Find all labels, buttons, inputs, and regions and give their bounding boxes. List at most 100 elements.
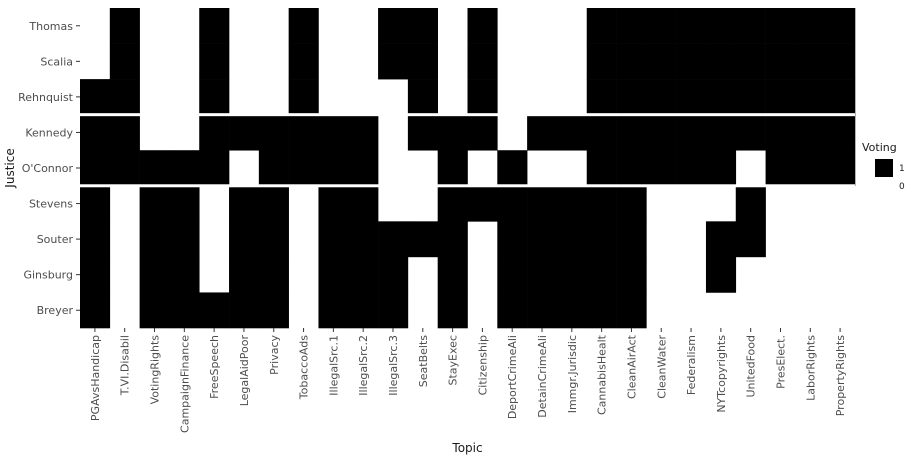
x-tick-label: CannabisHealt <box>596 334 609 415</box>
cell-thomas-13 <box>467 8 498 44</box>
x-axis: PGAvsHandicap T.VI.Disabil VotingRights Cam… <box>89 328 847 433</box>
cell-ginsburg-17 <box>586 256 617 293</box>
cell-souter-22 <box>735 221 766 258</box>
cell-breyer-12 <box>437 292 468 329</box>
y-tick-label: Souter <box>37 233 74 246</box>
x-tick-label: IllegalSrc.3 <box>387 335 400 396</box>
cell-ginsburg-16 <box>556 256 588 293</box>
cell-ginsburg-15 <box>527 256 558 293</box>
cell-ginsburg-2 <box>139 256 170 293</box>
cell-souter-5 <box>229 221 260 258</box>
cell-ginsburg-9 <box>348 256 379 293</box>
cell-scalia-23 <box>765 43 796 80</box>
cell-scalia-1 <box>109 43 140 80</box>
cell-thomas-4 <box>199 8 230 44</box>
cell-stevens-12 <box>437 185 468 222</box>
cell-souter-15 <box>527 221 558 258</box>
cell-kennedy-15 <box>527 114 558 151</box>
cell-ginsburg-5 <box>229 256 260 293</box>
x-tick-label: Federalism <box>685 335 698 395</box>
cell-ginsburg-21 <box>705 256 737 293</box>
cell-thomas-11 <box>407 8 438 44</box>
cell-souter-10 <box>378 221 409 258</box>
cell-oconnor-21 <box>705 150 737 187</box>
cell-souter-2 <box>139 221 170 258</box>
x-tick-label: LegalAidPoor <box>238 335 251 407</box>
cell-stevens-3 <box>169 185 200 222</box>
cell-kennedy-20 <box>676 114 707 151</box>
cell-kennedy-13 <box>467 114 498 151</box>
cell-breyer-10 <box>378 292 409 329</box>
cell-scalia-24 <box>795 43 826 80</box>
cell-kennedy-16 <box>556 114 588 151</box>
cell-kennedy-4 <box>199 114 230 151</box>
cell-thomas-20 <box>676 8 707 44</box>
cell-oconnor-17 <box>586 150 617 187</box>
cell-scalia-18 <box>616 43 647 80</box>
x-tick-label: StayExec <box>447 335 460 385</box>
cell-stevens-15 <box>527 185 558 222</box>
x-tick-label: Citizenship <box>476 335 489 395</box>
x-tick-label: UnitedFood <box>745 335 758 398</box>
cell-breyer-2 <box>139 292 170 329</box>
cell-thomas-10 <box>378 8 409 44</box>
cell-kennedy-6 <box>258 114 289 151</box>
legend: Voting 1 0 <box>862 141 905 195</box>
cell-scalia-7 <box>288 43 319 80</box>
cell-kennedy-12 <box>437 114 468 151</box>
cell-thomas-7 <box>288 8 319 44</box>
cell-souter-17 <box>586 221 617 258</box>
cell-souter-11 <box>407 221 438 258</box>
cell-souter-12 <box>437 221 468 258</box>
cell-ginsburg-12 <box>437 256 468 293</box>
cell-ginsburg-10 <box>378 256 409 293</box>
cell-breyer-14 <box>497 292 528 329</box>
y-tick-label: Rehnquist <box>18 91 74 104</box>
cell-oconnor-14 <box>497 150 528 187</box>
cell-kennedy-18 <box>616 114 647 151</box>
cell-kennedy-17 <box>586 114 617 151</box>
cell-rehnquist-0 <box>80 79 111 115</box>
cell-ginsburg-8 <box>318 256 349 293</box>
cell-oconnor-19 <box>646 150 677 187</box>
cell-rehnquist-24 <box>795 79 826 115</box>
cell-rehnquist-19 <box>646 79 677 115</box>
cell-ginsburg-6 <box>258 256 289 293</box>
cell-breyer-9 <box>348 292 379 329</box>
cell-oconnor-0 <box>80 150 111 187</box>
cell-oconnor-1 <box>109 150 140 187</box>
x-tick-label: CampaignFinance <box>178 335 191 433</box>
cell-stevens-14 <box>497 185 528 222</box>
cell-souter-0 <box>80 221 111 258</box>
cell-kennedy-9 <box>348 114 379 151</box>
cell-rehnquist-17 <box>586 79 617 115</box>
cell-oconnor-25 <box>825 150 856 187</box>
cell-scalia-11 <box>407 43 438 80</box>
cell-scalia-13 <box>467 43 498 80</box>
x-tick-label: IllegalSrc.2 <box>357 335 370 396</box>
cell-stevens-6 <box>258 185 289 222</box>
x-tick-label: SeatBelts <box>417 335 430 387</box>
cell-rehnquist-11 <box>407 79 438 115</box>
cell-oconnor-2 <box>139 150 170 187</box>
cell-souter-9 <box>348 221 379 258</box>
cell-kennedy-23 <box>765 114 796 151</box>
x-tick-label: TobaccoAds <box>298 335 311 400</box>
cell-oconnor-7 <box>288 150 319 187</box>
cell-kennedy-1 <box>109 114 140 151</box>
cell-breyer-0 <box>80 292 111 329</box>
y-tick-label: O'Connor <box>22 162 74 175</box>
y-tick-label: Ginsburg <box>23 269 73 282</box>
cell-breyer-16 <box>556 292 588 329</box>
cell-stevens-16 <box>556 185 588 222</box>
cell-scalia-17 <box>586 43 617 80</box>
row-group-separators <box>80 113 855 188</box>
cell-oconnor-9 <box>348 150 379 187</box>
x-tick-label: DeportCrimeAli <box>506 335 519 419</box>
cell-scalia-4 <box>199 43 230 80</box>
cell-thomas-19 <box>646 8 677 44</box>
x-tick-label: IllegalSrc.1 <box>327 335 340 396</box>
cell-rehnquist-4 <box>199 79 230 115</box>
cell-thomas-21 <box>705 8 737 44</box>
y-tick-label: Stevens <box>29 198 73 211</box>
